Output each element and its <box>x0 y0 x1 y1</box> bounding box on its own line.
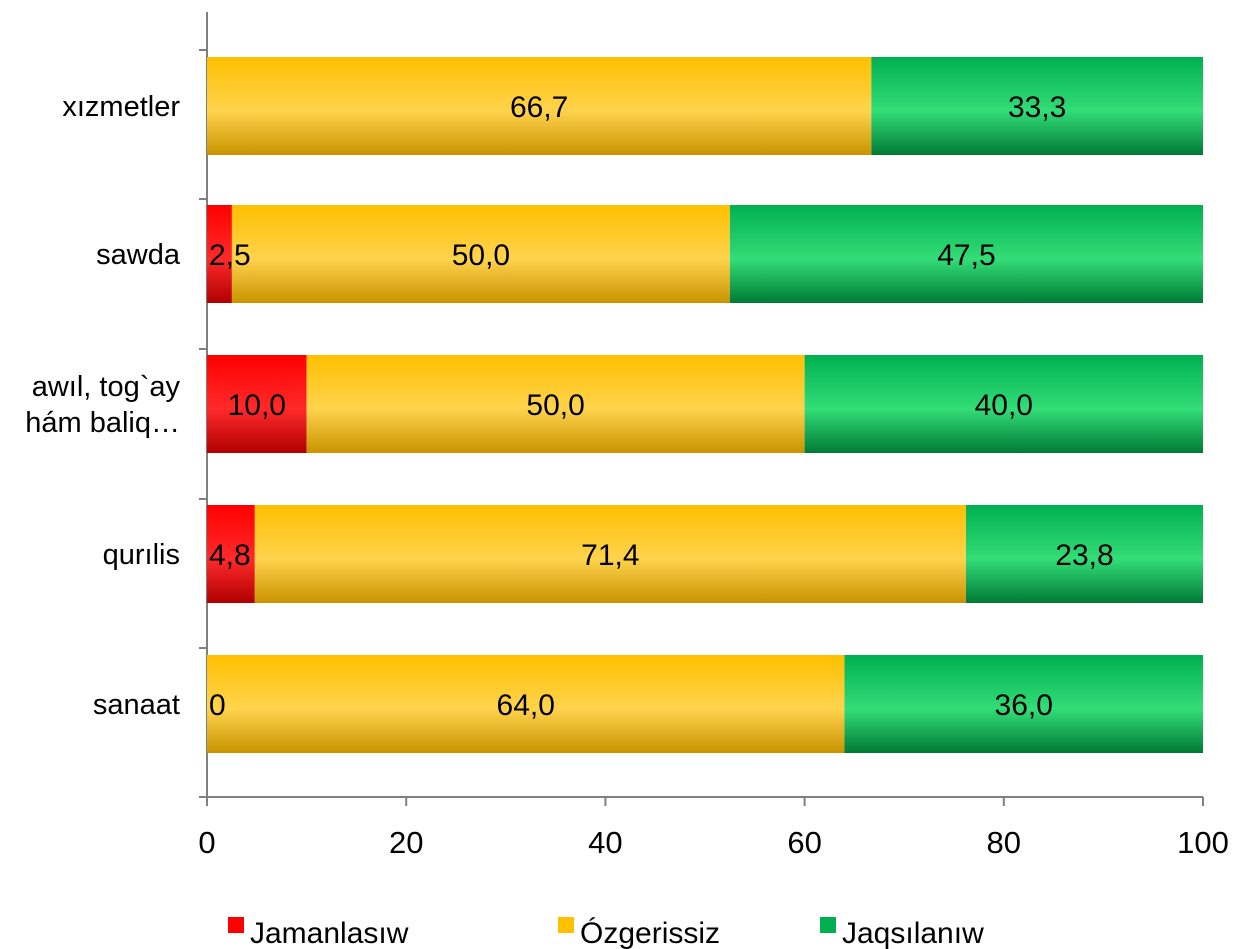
legend-swatch <box>558 917 574 933</box>
data-label: 66,7 <box>510 91 568 124</box>
data-label: 33,3 <box>1008 91 1066 124</box>
data-label: 36,0 <box>995 689 1053 722</box>
bar-segment <box>207 355 307 453</box>
x-tick-label: 20 <box>389 825 423 860</box>
bar-segment <box>844 655 1203 753</box>
legend-label: Jamanlasıw <box>250 917 409 949</box>
bar-segment <box>871 57 1203 155</box>
data-label: 40,0 <box>975 389 1033 422</box>
data-label: 23,8 <box>1055 539 1113 572</box>
x-axis-ticks: 0 20 40 60 80 100 <box>198 797 1229 860</box>
data-label: 0 <box>209 689 226 722</box>
data-label: 2,5 <box>209 239 251 272</box>
data-label: 64,0 <box>497 689 555 722</box>
data-labels: 66,7 33,3 2,5 50,0 47,5 10,0 50,0 40,0 4,8 71,4 23… <box>209 91 1114 722</box>
category-label: qurılis <box>103 539 180 571</box>
data-label: 47,5 <box>937 239 995 272</box>
data-label: 50,0 <box>526 389 584 422</box>
legend-label: Ózgerissiz <box>580 917 720 949</box>
bar-segment <box>729 205 1203 303</box>
category-label: sanaat <box>93 689 180 721</box>
bar-segment <box>804 355 1203 453</box>
x-tick-label: 40 <box>588 825 622 860</box>
bar-segment <box>254 505 966 603</box>
bar-segment <box>207 57 872 155</box>
x-tick-label: 60 <box>787 825 821 860</box>
bars <box>207 57 1203 753</box>
x-tick-label: 100 <box>1177 825 1229 860</box>
data-label: 4,8 <box>209 539 251 572</box>
category-label: xızmetler <box>62 91 180 123</box>
legend-item: Jaqsılanıw <box>820 917 984 949</box>
x-tick-label: 80 <box>987 825 1021 860</box>
bar-segment <box>207 205 232 303</box>
data-label: 10,0 <box>228 389 286 422</box>
bar-segment <box>207 505 255 603</box>
bar-segment <box>965 505 1203 603</box>
bar-segment <box>207 655 845 753</box>
legend-swatch <box>820 917 836 933</box>
category-labels: xızmetler sawda awıl, tog`ay hám baliq… qurı… <box>25 91 181 721</box>
legend-swatch <box>228 917 244 933</box>
x-tick-label: 0 <box>198 825 215 860</box>
bar-segment <box>306 355 805 453</box>
legend-item: Ózgerissiz <box>558 917 720 949</box>
legend-label: Jaqsılanıw <box>842 917 984 949</box>
bar-segment <box>231 205 730 303</box>
legend-item: Jamanlasıw <box>228 917 409 949</box>
legend: Jamanlasıw Ózgerissiz Jaqsılanıw <box>228 917 984 949</box>
data-label: 71,4 <box>581 539 639 572</box>
category-label: sawda <box>96 239 181 271</box>
category-label: awıl, tog`ay hám baliq… <box>25 371 180 439</box>
data-label: 50,0 <box>452 239 510 272</box>
